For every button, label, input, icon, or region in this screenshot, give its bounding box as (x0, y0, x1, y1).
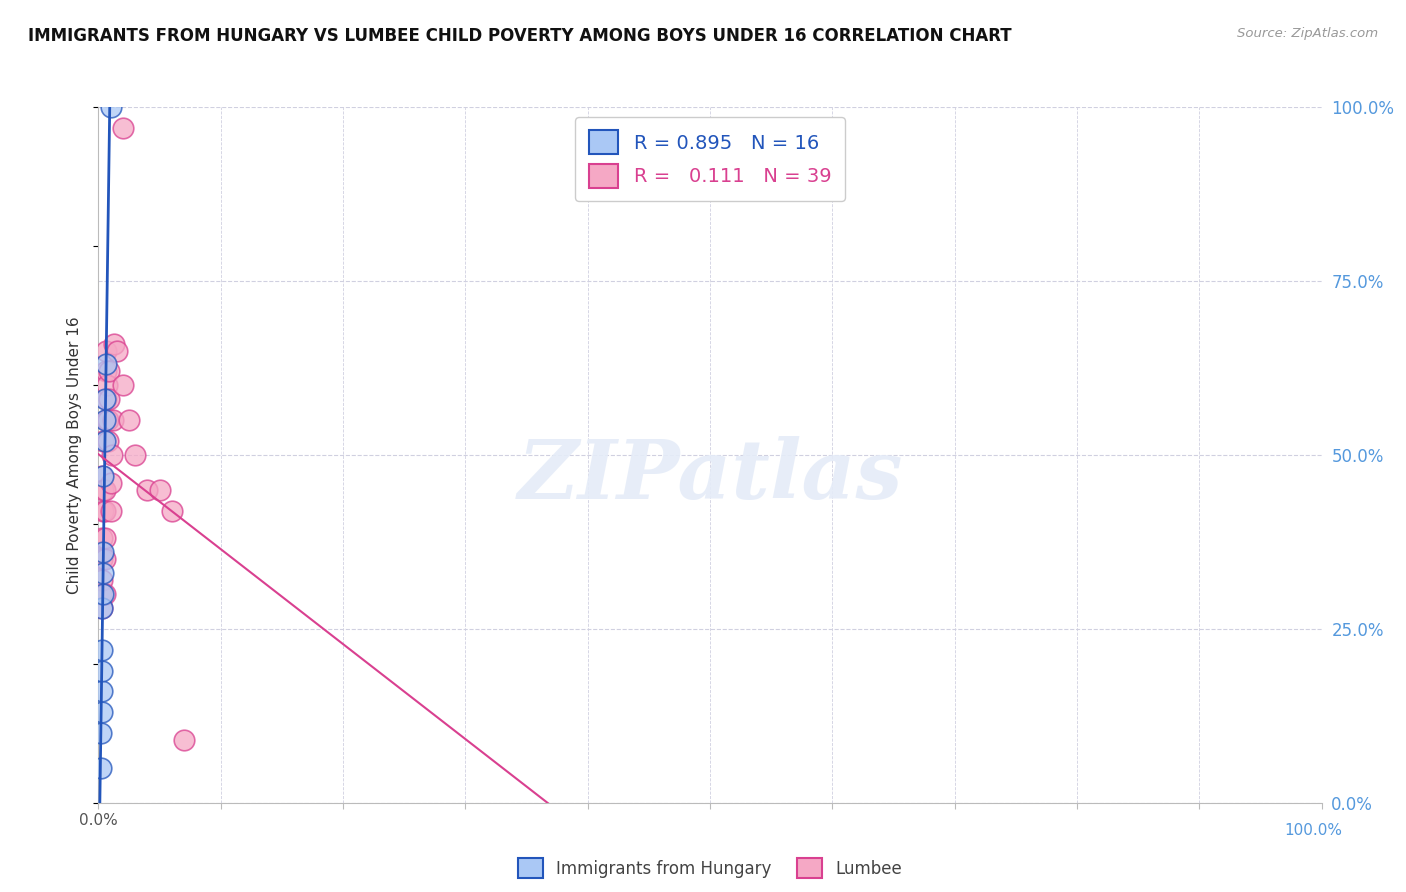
Point (93, 503, 115, 517)
Point (97, 413, 120, 427)
Point (93, 532, 115, 546)
Point (91, 566, 114, 581)
Point (97, 434, 120, 448)
Point (94, 413, 117, 427)
Point (96, 378, 118, 392)
Point (91, 684, 114, 698)
Point (90, 545, 112, 559)
Point (91, 434, 114, 448)
Point (94, 343, 117, 358)
Point (90, 761, 112, 775)
Point (105, 343, 128, 358)
Point (91, 468, 114, 483)
Point (136, 483, 159, 497)
Point (98, 392, 121, 407)
Point (93, 434, 115, 448)
Point (96, 413, 118, 427)
Text: ZIPatlas: ZIPatlas (517, 436, 903, 516)
Text: 100.0%: 100.0% (1285, 823, 1343, 838)
Point (91, 545, 114, 559)
Point (100, 475, 122, 490)
Point (91, 503, 114, 517)
Point (100, 503, 122, 517)
Point (149, 483, 172, 497)
Point (103, 336, 125, 351)
Point (91, 664, 114, 678)
Point (101, 448, 124, 462)
Point (91, 642, 114, 657)
Point (91, 468, 114, 483)
Point (111, 120, 134, 135)
Point (98, 364, 121, 378)
Text: Source: ZipAtlas.com: Source: ZipAtlas.com (1237, 27, 1378, 40)
Legend: Immigrants from Hungary, Lumbee: Immigrants from Hungary, Lumbee (512, 851, 908, 885)
Point (91, 601, 114, 615)
Point (93, 413, 115, 427)
Point (91, 706, 114, 720)
Point (160, 503, 183, 517)
Point (91, 573, 114, 587)
Point (118, 413, 141, 427)
Point (93, 552, 115, 566)
Point (90, 587, 112, 601)
Point (94, 392, 117, 407)
Point (91, 483, 114, 497)
Point (91, 587, 114, 601)
Point (124, 448, 146, 462)
Point (94, 358, 117, 372)
Text: IMMIGRANTS FROM HUNGARY VS LUMBEE CHILD POVERTY AMONG BOYS UNDER 16 CORRELATION : IMMIGRANTS FROM HUNGARY VS LUMBEE CHILD … (28, 27, 1012, 45)
Point (94, 364, 117, 378)
Point (100, 100, 122, 114)
Point (91, 532, 114, 546)
Point (91, 601, 114, 615)
Y-axis label: Child Poverty Among Boys Under 16: Child Poverty Among Boys Under 16 (67, 316, 83, 594)
Point (93, 587, 115, 601)
Point (90, 726, 112, 740)
Point (111, 378, 134, 392)
Point (93, 392, 115, 407)
Point (173, 733, 195, 747)
Point (101, 413, 124, 427)
Point (91, 552, 114, 566)
Point (93, 483, 115, 497)
